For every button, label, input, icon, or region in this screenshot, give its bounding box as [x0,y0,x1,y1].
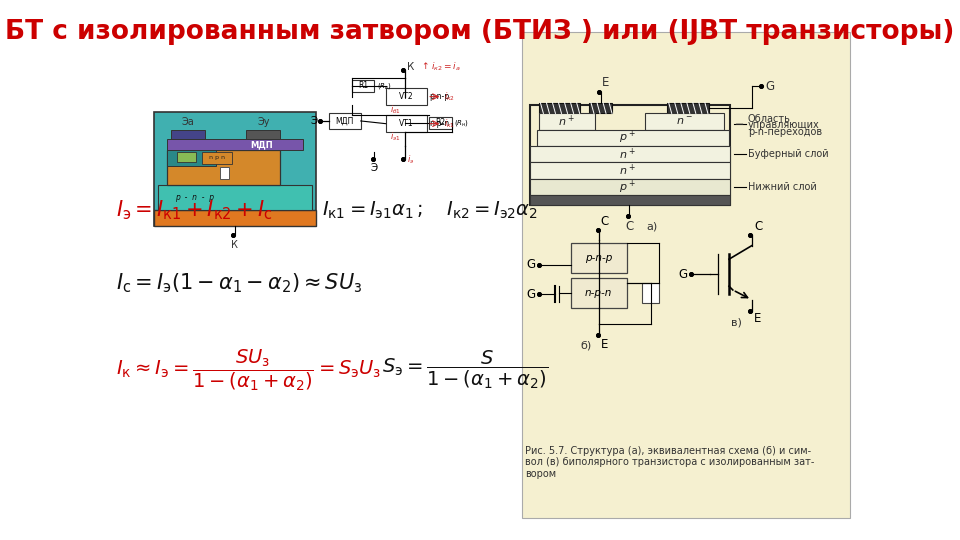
Text: $p^+$: $p^+$ [619,129,636,146]
Bar [203,152,232,164]
Text: VT1: VT1 [398,119,414,128]
Text: $i_{э}$: $i_{э}$ [407,153,414,166]
Text: $S_{\rm э} = \dfrac{S}{1 - (\alpha_1 + \alpha_2)}$: $S_{\rm э} = \dfrac{S}{1 - (\alpha_1 + \… [382,349,548,391]
Text: $i_{к2}$: $i_{к2}$ [444,90,455,103]
Text: n-p-n: n-p-n [585,288,612,298]
Text: $p^+$: $p^+$ [619,179,636,196]
Text: К: К [231,240,238,251]
Bar [570,243,627,273]
Text: G: G [527,288,536,301]
Text: МДП: МДП [250,140,273,149]
Text: p  -  n  -  p: p - n - p [175,193,214,201]
Text: БТ с изолированным затвором (БТИЗ ) или (IJBT транзисторы): БТ с изолированным затвором (БТИЗ ) или … [6,19,954,45]
Text: E: E [754,312,761,325]
Bar [220,167,228,179]
FancyBboxPatch shape [521,32,850,518]
Text: $I_{\rm э} = I_{\rm к1} + I_{\rm к2} + I_{\rm с}$: $I_{\rm э} = I_{\rm к1} + I_{\rm к2} + I… [116,199,273,222]
Text: Эа: Эа [181,117,194,127]
Bar [644,113,724,130]
Text: Рис. 5.7. Структура (а), эквивалентная схема (б) и сим-: Рис. 5.7. Структура (а), эквивалентная с… [525,446,811,456]
Text: $I_{\rm с} = I_{\rm э}(1 - \alpha_1 - \alpha_2) \approx SU_{\rm з}$: $I_{\rm с} = I_{\rm э}(1 - \alpha_1 - \a… [116,272,363,295]
Text: $I_{\rm к1} = I_{\rm э1}\alpha_1\,;\quad I_{\rm к2} = I_{\rm э2}\alpha_2$: $I_{\rm к1} = I_{\rm э1}\alpha_1\,;\quad… [322,200,538,221]
Text: р-n-переходов: р-n-переходов [748,127,822,137]
Bar [530,146,730,162]
Text: $\uparrow i_{к2}=i_а$: $\uparrow i_{к2}=i_а$ [420,60,460,73]
Text: р-n-р: р-n-р [429,92,449,101]
Bar [667,103,708,113]
Text: E: E [601,338,608,351]
Bar [530,195,730,205]
Text: $(R_в)$: $(R_в)$ [376,81,392,91]
Text: $n^+$: $n^+$ [619,146,636,161]
Text: n p n: n p n [209,155,226,160]
Bar [537,130,729,146]
Text: VT2: VT2 [398,92,414,101]
Text: б): б) [580,340,591,350]
Bar [530,162,730,179]
Bar [167,139,302,150]
Text: К: К [407,62,414,72]
Text: R2: R2 [436,118,445,127]
Bar [589,103,612,113]
Text: $i_{э1}$: $i_{э1}$ [390,131,400,144]
Bar [157,185,312,210]
Text: $i_{к1}$: $i_{к1}$ [444,117,455,130]
Text: G: G [765,80,775,93]
Bar [171,130,204,139]
Text: $(R_н)$: $(R_н)$ [453,118,468,127]
Text: Нижний слой: Нижний слой [748,183,817,192]
Text: C: C [601,215,609,228]
Bar [154,112,316,226]
Text: Эу: Эу [257,117,270,127]
Bar [530,179,730,195]
Bar [530,105,730,205]
Text: МДП: МДП [336,117,354,125]
Bar [386,115,427,132]
Text: $n^-$: $n^-$ [676,116,693,127]
Text: G: G [527,258,536,271]
Text: $n^+$: $n^+$ [619,163,636,178]
Text: n-p-n: n-p-n [429,119,449,128]
Bar [539,113,595,130]
Text: E: E [602,76,610,89]
Bar [642,283,659,303]
Text: G: G [679,268,687,281]
Text: Буферный слой: Буферный слой [748,149,828,159]
Bar [167,150,216,166]
Text: в): в) [732,318,742,328]
Bar [177,152,196,162]
Text: Область: Область [748,114,791,124]
Text: вол (в) биполярного транзистора с изолированным зат-: вол (в) биполярного транзистора с изолир… [525,457,815,468]
Bar [329,113,361,129]
Bar [429,117,452,129]
Text: C: C [754,220,762,233]
Bar [154,210,316,226]
Text: вором: вором [525,469,557,480]
Text: Э: Э [310,116,318,126]
Bar [539,103,581,113]
Bar [246,130,280,139]
Text: $I_{\rm к} \approx I_{\rm э} = \dfrac{SU_{\rm з}}{1 - (\alpha_1 + \alpha_2)} = S: $I_{\rm к} \approx I_{\rm э} = \dfrac{SU… [116,347,381,393]
Text: а): а) [646,221,658,232]
Bar [386,88,427,105]
Text: C: C [625,220,634,233]
Bar [167,150,280,185]
Text: $i_{б1}$: $i_{б1}$ [390,104,400,117]
Text: управляющих: управляющих [748,120,820,130]
Text: p-n-p: p-n-p [585,253,612,263]
Text: $n^+$: $n^+$ [559,114,575,129]
Bar [570,278,627,308]
Text: Э: Э [371,163,378,173]
Bar [351,80,374,92]
Text: R1: R1 [358,82,368,90]
